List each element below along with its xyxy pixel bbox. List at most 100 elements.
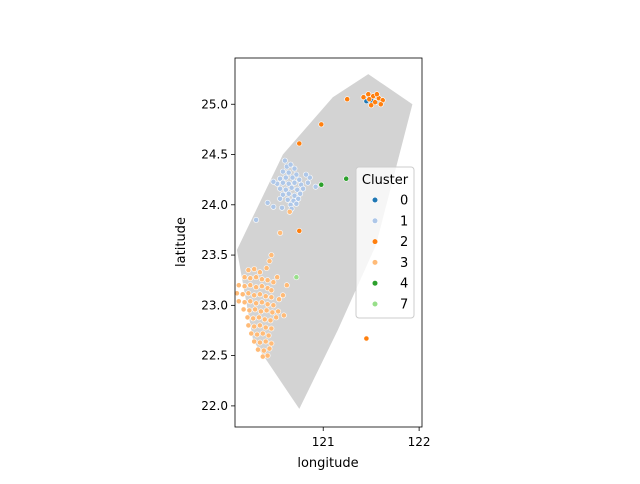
point-cluster-3 bbox=[251, 292, 258, 299]
legend-box bbox=[355, 166, 415, 319]
x-tick-label: 121 bbox=[312, 435, 335, 449]
point-cluster-3 bbox=[246, 307, 253, 314]
point-cluster-1 bbox=[277, 185, 283, 192]
point-cluster-1 bbox=[306, 174, 313, 181]
point-cluster-3 bbox=[268, 340, 275, 347]
point-cluster-3 bbox=[264, 301, 271, 308]
point-cluster-3 bbox=[283, 282, 290, 289]
plot-area-frame bbox=[234, 57, 423, 428]
point-cluster-3 bbox=[259, 353, 266, 360]
y-tick-label: 23.5 bbox=[201, 248, 228, 262]
point-cluster-3 bbox=[256, 314, 262, 321]
point-cluster-1 bbox=[287, 161, 294, 168]
point-cluster-1 bbox=[304, 179, 311, 186]
legend-entry-label: 1 bbox=[400, 214, 408, 229]
y-tick-label: 22.5 bbox=[201, 349, 228, 363]
point-cluster-3 bbox=[241, 299, 248, 306]
point-cluster-2 bbox=[360, 94, 367, 101]
legend-marker bbox=[371, 300, 379, 308]
point-cluster-2 bbox=[368, 102, 375, 109]
point-cluster-3 bbox=[259, 330, 266, 337]
point-cluster-1 bbox=[279, 191, 286, 198]
x-tick-label: 122 bbox=[408, 435, 431, 449]
point-cluster-3 bbox=[262, 338, 269, 345]
point-cluster-3 bbox=[270, 279, 277, 286]
point-cluster-1 bbox=[295, 195, 302, 202]
legend-entry-label: 2 bbox=[400, 235, 408, 250]
point-cluster-1 bbox=[270, 203, 277, 210]
point-cluster-3 bbox=[250, 315, 257, 322]
point-cluster-1 bbox=[288, 184, 295, 191]
point-cluster-3 bbox=[261, 316, 268, 323]
legend-title: Cluster bbox=[362, 173, 409, 188]
point-cluster-3 bbox=[233, 290, 240, 297]
point-cluster-1 bbox=[277, 175, 283, 182]
point-cluster-3 bbox=[263, 265, 270, 271]
legend-entry-label: 0 bbox=[400, 194, 408, 209]
point-cluster-3 bbox=[270, 302, 277, 309]
point-cluster-3 bbox=[241, 283, 248, 290]
point-cluster-3 bbox=[256, 291, 263, 298]
point-cluster-1 bbox=[289, 174, 296, 181]
y-axis-label: latitude bbox=[174, 217, 189, 267]
point-cluster-3 bbox=[275, 308, 282, 315]
point-cluster-2 bbox=[363, 335, 370, 342]
point-cluster-3 bbox=[273, 314, 280, 321]
point-cluster-2 bbox=[296, 140, 303, 147]
point-cluster-3 bbox=[268, 252, 275, 258]
point-cluster-3 bbox=[240, 306, 247, 313]
point-cluster-3 bbox=[253, 274, 259, 281]
point-cluster-3 bbox=[256, 339, 263, 346]
point-cluster-3 bbox=[256, 322, 263, 329]
point-cluster-1 bbox=[291, 165, 298, 172]
point-cluster-3 bbox=[251, 338, 258, 345]
legend-entry-label: 4 bbox=[400, 277, 408, 292]
point-cluster-1 bbox=[293, 171, 300, 178]
point-cluster-4 bbox=[343, 175, 350, 182]
point-cluster-3 bbox=[274, 274, 281, 281]
point-cluster-2 bbox=[377, 101, 384, 108]
y-tick-label: 24.5 bbox=[201, 148, 228, 162]
point-cluster-3 bbox=[260, 347, 267, 354]
point-cluster-1 bbox=[300, 185, 306, 192]
x-axis-ticks: 121 122 bbox=[312, 427, 431, 449]
y-axis-ticks: 22.0 22.5 23.0 23.5 24.0 24.5 25.0 bbox=[201, 97, 235, 413]
point-cluster-3 bbox=[264, 277, 271, 284]
point-cluster-3 bbox=[264, 352, 271, 359]
point-cluster-3 bbox=[263, 307, 270, 314]
point-cluster-3 bbox=[258, 299, 265, 306]
point-cluster-3 bbox=[276, 296, 282, 303]
y-tick-label: 22.0 bbox=[201, 399, 228, 413]
point-cluster-3 bbox=[251, 266, 258, 272]
y-tick-label: 23.0 bbox=[201, 298, 228, 312]
point-cluster-3 bbox=[248, 330, 255, 337]
point-cluster-2 bbox=[318, 121, 325, 128]
point-cluster-3 bbox=[245, 322, 252, 329]
series-cluster-3 bbox=[233, 208, 293, 360]
point-cluster-3 bbox=[268, 294, 275, 301]
legend-marker bbox=[371, 259, 379, 266]
point-cluster-2 bbox=[372, 99, 378, 106]
legend: Cluster 0 1 2 3 4 7 bbox=[355, 166, 415, 319]
point-cluster-1 bbox=[279, 168, 286, 175]
series-cluster-2 bbox=[296, 91, 386, 342]
series-cluster-1 bbox=[253, 157, 319, 223]
x-axis-label: longitude bbox=[297, 456, 358, 471]
data-points-layer bbox=[233, 91, 386, 360]
point-cluster-3 bbox=[257, 308, 264, 315]
point-cluster-4 bbox=[318, 181, 325, 188]
point-cluster-1 bbox=[277, 195, 283, 202]
point-cluster-3 bbox=[286, 208, 293, 215]
point-cluster-1 bbox=[296, 176, 303, 183]
point-cluster-1 bbox=[282, 186, 289, 193]
point-cluster-1 bbox=[285, 190, 292, 197]
region-boundary-layer bbox=[236, 74, 413, 409]
point-cluster-3 bbox=[258, 276, 265, 283]
point-cluster-3 bbox=[269, 309, 276, 316]
point-cluster-3 bbox=[245, 267, 252, 273]
point-cluster-1 bbox=[285, 169, 292, 176]
point-cluster-3 bbox=[265, 332, 272, 339]
point-cluster-3 bbox=[235, 282, 242, 289]
point-cluster-3 bbox=[262, 324, 269, 331]
